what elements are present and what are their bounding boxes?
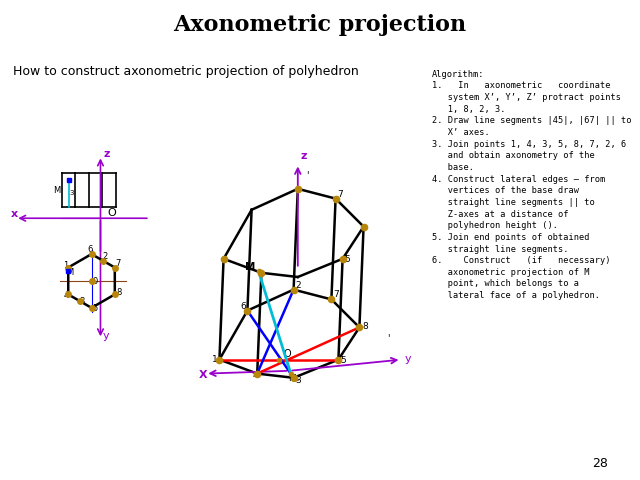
Text: 2: 2 bbox=[296, 280, 301, 289]
Text: M: M bbox=[67, 268, 74, 276]
Text: X: X bbox=[198, 370, 207, 380]
Text: 2: 2 bbox=[102, 252, 108, 261]
Text: 6: 6 bbox=[87, 245, 92, 254]
Text: M: M bbox=[53, 186, 60, 195]
Text: 5: 5 bbox=[345, 255, 351, 264]
Text: 8: 8 bbox=[116, 288, 122, 297]
Text: 3: 3 bbox=[70, 190, 74, 196]
Text: 4: 4 bbox=[253, 372, 259, 381]
Text: 7: 7 bbox=[116, 259, 121, 268]
Text: 5: 5 bbox=[340, 356, 346, 365]
Text: z: z bbox=[103, 149, 109, 159]
Text: 8: 8 bbox=[362, 322, 368, 331]
Text: x: x bbox=[11, 209, 18, 219]
Text: O: O bbox=[283, 349, 291, 359]
Text: y: y bbox=[404, 354, 411, 364]
Text: ': ' bbox=[306, 169, 308, 180]
Text: M₁: M₁ bbox=[288, 373, 300, 383]
Text: 4: 4 bbox=[64, 290, 69, 300]
Text: M: M bbox=[244, 262, 255, 272]
Text: ': ' bbox=[387, 334, 390, 343]
Text: 7: 7 bbox=[333, 290, 339, 300]
Text: 1: 1 bbox=[212, 355, 218, 364]
Text: 6: 6 bbox=[241, 302, 246, 311]
Text: 3: 3 bbox=[79, 297, 84, 306]
Text: 28: 28 bbox=[592, 457, 608, 470]
Text: Algorithm:
1.   In   axonometric   coordinate
   system X’, Y’, Z’ protract poin: Algorithm: 1. In axonometric coordinate … bbox=[432, 70, 632, 300]
Text: 1: 1 bbox=[63, 262, 68, 270]
Text: How to construct axonometric projection of polyhedron: How to construct axonometric projection … bbox=[13, 65, 358, 78]
Text: O: O bbox=[108, 208, 116, 218]
Text: Axonometric projection: Axonometric projection bbox=[173, 14, 467, 36]
Text: y: y bbox=[103, 331, 110, 341]
Text: 0: 0 bbox=[93, 277, 98, 286]
Text: z: z bbox=[301, 151, 307, 161]
Text: 3: 3 bbox=[295, 376, 301, 384]
Text: 7: 7 bbox=[338, 190, 344, 199]
Text: 5: 5 bbox=[92, 304, 98, 313]
